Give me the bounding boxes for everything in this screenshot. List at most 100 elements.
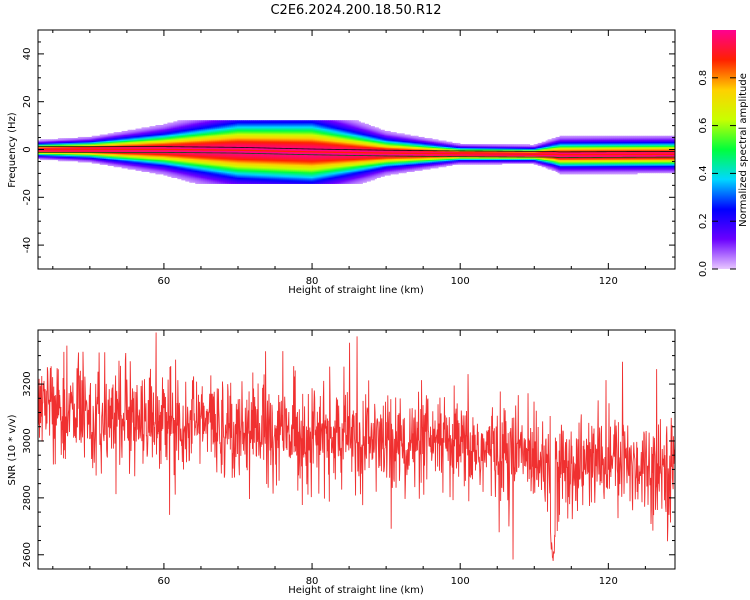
heatmap-cell bbox=[235, 136, 238, 139]
heatmap-cell bbox=[141, 142, 144, 145]
heatmap-cell bbox=[235, 179, 238, 182]
heatmap-cell bbox=[233, 134, 236, 137]
heatmap-cell bbox=[191, 151, 194, 153]
heatmap-cell bbox=[209, 176, 212, 178]
heatmap-cell bbox=[171, 145, 174, 147]
heatmap-cell bbox=[169, 135, 172, 138]
heatmap-cell bbox=[185, 157, 188, 159]
heatmap-cell bbox=[93, 154, 97, 157]
heatmap-cell bbox=[129, 132, 132, 134]
heatmap-cell bbox=[93, 162, 97, 164]
heatmap-cell bbox=[153, 163, 156, 165]
heatmap-cell bbox=[135, 158, 138, 161]
heatmap-cell bbox=[75, 150, 79, 152]
heatmap-cell bbox=[163, 146, 166, 149]
heatmap-cell bbox=[161, 128, 164, 131]
heatmap-cell bbox=[191, 152, 194, 155]
heatmap-cell bbox=[205, 179, 208, 182]
heatmap-cell bbox=[65, 157, 69, 159]
heatmap-cell bbox=[41, 156, 45, 158]
heatmap-cell bbox=[63, 146, 67, 149]
heatmap-cell bbox=[83, 146, 87, 149]
heatmap-cell bbox=[211, 154, 214, 157]
heatmap-cell bbox=[47, 158, 51, 161]
heatmap-cell bbox=[153, 165, 156, 168]
heatmap-cell bbox=[151, 127, 154, 129]
heatmap-cell bbox=[213, 122, 216, 125]
heatmap-cell bbox=[219, 142, 222, 145]
heatmap-cell bbox=[61, 159, 65, 162]
heatmap-cell bbox=[171, 162, 174, 164]
heatmap-cell bbox=[211, 156, 214, 158]
heatmap-cell bbox=[95, 147, 99, 150]
heatmap-cell bbox=[101, 139, 105, 141]
heatmap-cell bbox=[71, 139, 75, 141]
heatmap-cell bbox=[127, 142, 130, 145]
heatmap-cell bbox=[57, 144, 61, 146]
heatmap-cell bbox=[171, 142, 174, 145]
heatmap-cell bbox=[137, 128, 140, 131]
heatmap-cell bbox=[209, 136, 212, 139]
heatmap-cell bbox=[103, 159, 107, 162]
heatmap-cell bbox=[187, 138, 190, 140]
heatmap-cell bbox=[211, 145, 214, 147]
heatmap-cell bbox=[129, 136, 132, 139]
heatmap-cell bbox=[105, 139, 109, 141]
heatmap-cell bbox=[169, 125, 172, 127]
heatmap-cell bbox=[217, 134, 220, 137]
heatmap-cell bbox=[157, 156, 160, 158]
heatmap-cell bbox=[193, 172, 196, 175]
heatmap-cell bbox=[193, 144, 196, 146]
heatmap-cell bbox=[207, 181, 210, 183]
heatmap-cell bbox=[63, 154, 67, 157]
heatmap-cell bbox=[231, 129, 234, 132]
heatmap-cell bbox=[69, 153, 73, 156]
heatmap-cell bbox=[133, 139, 136, 141]
heatmap-cell bbox=[213, 136, 216, 139]
heatmap-cell bbox=[91, 162, 95, 164]
heatmap-cell bbox=[119, 133, 123, 135]
heatmap-cell bbox=[211, 160, 214, 163]
heatmap-cell bbox=[241, 178, 244, 181]
heatmap-cell bbox=[95, 136, 99, 139]
heatmap-cell bbox=[179, 165, 182, 168]
heatmap-cell bbox=[231, 168, 234, 170]
heatmap-cell bbox=[221, 165, 224, 168]
heatmap-cell bbox=[107, 138, 111, 140]
heatmap-cell bbox=[223, 182, 226, 184]
heatmap-cell bbox=[205, 170, 208, 172]
heatmap-cell bbox=[131, 146, 134, 149]
heatmap-cell bbox=[155, 163, 158, 165]
heatmap-cell bbox=[57, 154, 61, 157]
heatmap-cell bbox=[213, 178, 216, 181]
heatmap-cell bbox=[209, 181, 212, 183]
heatmap-cell bbox=[239, 123, 242, 126]
heatmap-cell bbox=[209, 174, 212, 176]
heatmap-cell bbox=[125, 156, 128, 158]
heatmap-cell bbox=[47, 150, 51, 152]
heatmap-cell bbox=[243, 141, 246, 144]
heatmap-cell bbox=[73, 146, 77, 149]
heatmap-cell bbox=[151, 152, 154, 155]
heatmap-cell bbox=[131, 158, 134, 161]
heatmap-cell bbox=[217, 123, 220, 126]
heatmap-cell bbox=[117, 162, 121, 164]
heatmap-cell bbox=[239, 170, 242, 172]
heatmap-cell bbox=[219, 139, 222, 141]
heatmap-cell bbox=[59, 142, 63, 145]
heatmap-cell bbox=[193, 138, 196, 140]
heatmap-cell bbox=[165, 153, 168, 156]
heatmap-cell bbox=[171, 176, 174, 178]
heatmap-cell bbox=[167, 142, 170, 145]
heatmap-cell bbox=[133, 146, 136, 149]
heatmap-cell bbox=[189, 177, 192, 180]
heatmap-cell bbox=[235, 127, 238, 129]
heatmap-cell bbox=[191, 181, 194, 183]
heatmap-cell bbox=[107, 134, 111, 137]
heatmap-cell bbox=[189, 164, 192, 167]
heatmap-cell bbox=[133, 141, 136, 144]
heatmap-cell bbox=[71, 159, 75, 162]
heatmap-cell bbox=[225, 141, 228, 144]
heatmap-cell bbox=[183, 176, 186, 178]
heatmap-cell bbox=[61, 140, 65, 143]
